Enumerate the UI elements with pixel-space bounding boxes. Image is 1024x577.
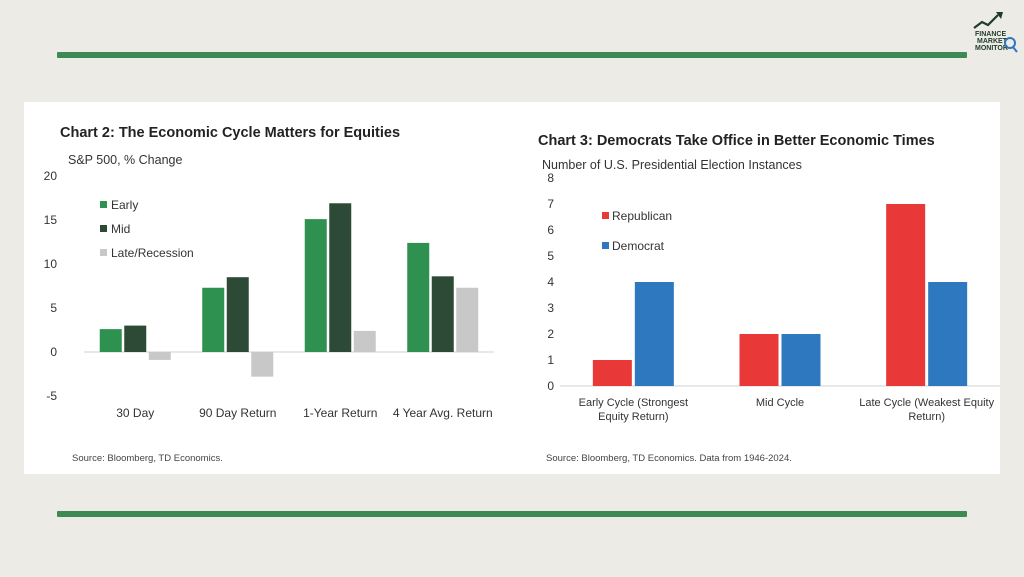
finance-market-monitor-logo: FINANCE MARKET MONITOR: [968, 10, 1018, 54]
chart3-ytick-label-1: 1: [547, 353, 554, 367]
chart3-bar-republican-2: [886, 204, 926, 386]
chart2-source: Source: Bloomberg, TD Economics.: [72, 453, 223, 464]
chart2-bar-mid-1: [226, 277, 249, 352]
chart3-xtick-label-0-line-0: Early Cycle (Strongest: [579, 397, 688, 409]
chart2-plot: -5 0 5 10 15 20 30 Day 90 Day Return 1-Year Retu…: [44, 169, 494, 420]
chart2-xtick-label-0: 30 Day: [116, 406, 154, 420]
chart2-legend-label-1: Mid: [111, 222, 130, 236]
chart3-bar-republican-1: [739, 334, 779, 386]
chart3-ytick-label-5: 5: [547, 249, 554, 263]
trend-arrow-icon: [973, 12, 1003, 29]
chart2-legend-label-2: Late/Recession: [111, 246, 194, 260]
chart3-legend-swatch-1: [602, 242, 609, 249]
chart2-ytick-label-5: 20: [44, 169, 58, 183]
chart2-bar-mid-2: [329, 203, 352, 352]
chart2-ytick-label-4: 15: [44, 213, 58, 227]
chart3-xtick-label-2-line-1: Return): [908, 411, 945, 423]
chart2-bar-late-recession-1: [251, 352, 274, 377]
bottom-accent-rule: [57, 511, 967, 517]
logo-line-1: FINANCE: [975, 31, 1006, 38]
chart2-xtick-label-3: 4 Year Avg. Return: [393, 406, 493, 420]
chart2-bar-early-0: [99, 329, 122, 352]
chart2-xtick-label-1: 90 Day Return: [199, 406, 276, 420]
logo-line-2: MARKET: [977, 38, 1008, 45]
chart2-ytick-label-0: -5: [46, 389, 57, 403]
chart3-ytick-label-7: 7: [547, 197, 554, 211]
chart3-xtick-label-0-line-1: Equity Return): [598, 411, 668, 423]
chart3-bar-democrat-0: [634, 282, 674, 386]
chart3-ytick-label-2: 2: [547, 327, 554, 341]
chart2-bar-mid-0: [124, 325, 147, 352]
chart3-subtitle: Number of U.S. Presidential Election Ins…: [542, 158, 802, 172]
logo-line-3: MONITOR: [975, 45, 1008, 52]
chart3-xtick-label-2-line-0: Late Cycle (Weakest Equity: [859, 397, 994, 409]
chart3-ytick-label-0: 0: [547, 379, 554, 393]
chart3-legend-label-1: Democrat: [612, 239, 665, 253]
chart3-legend-label-0: Republican: [612, 209, 672, 223]
chart2-ytick-label-1: 0: [50, 345, 57, 359]
chart3-ytick-label-6: 6: [547, 223, 554, 237]
chart3-ytick-label-3: 3: [547, 301, 554, 315]
chart2-subtitle: S&P 500, % Change: [68, 153, 183, 167]
chart2-bar-late-recession-0: [148, 352, 171, 360]
chart2-legend-swatch-2: [100, 249, 107, 256]
chart3-bar-democrat-2: [928, 282, 968, 386]
chart3-bar-republican-0: [592, 360, 632, 386]
chart2-legend-swatch-1: [100, 225, 107, 232]
charts-card: Chart 2: The Economic Cycle Matters for …: [24, 102, 1000, 474]
chart2-legend-label-0: Early: [111, 198, 138, 212]
chart2-ytick-label-3: 10: [44, 257, 58, 271]
chart3-title: Chart 3: Democrats Take Office in Better…: [538, 133, 935, 149]
chart2-bar-mid-3: [431, 276, 454, 352]
chart2-bar-late-recession-2: [353, 330, 376, 352]
chart3-ytick-label-8: 8: [547, 171, 554, 185]
chart3-legend-swatch-0: [602, 212, 609, 219]
chart2-ytick-label-2: 5: [50, 301, 57, 315]
chart3-ytick-label-4: 4: [547, 275, 554, 289]
chart3-plot: 0 1 2 3 4 5 6 7 8 Early Cycle (Strongest Equity Re…: [547, 171, 1000, 423]
chart3-bar-democrat-1: [781, 334, 821, 386]
chart2-bar-early-2: [304, 219, 327, 352]
chart2-legend-swatch-0: [100, 201, 107, 208]
chart2-bar-early-1: [202, 287, 225, 352]
chart2-bar-late-recession-3: [456, 287, 479, 352]
chart3-source: Source: Bloomberg, TD Economics. Data fr…: [546, 453, 792, 464]
chart2-xtick-label-2: 1-Year Return: [303, 406, 377, 420]
chart2-bar-early-3: [407, 242, 430, 352]
top-accent-rule: [57, 52, 967, 58]
chart2-title: Chart 2: The Economic Cycle Matters for …: [60, 125, 401, 141]
chart3-xtick-label-1-line-0: Mid Cycle: [756, 397, 804, 409]
